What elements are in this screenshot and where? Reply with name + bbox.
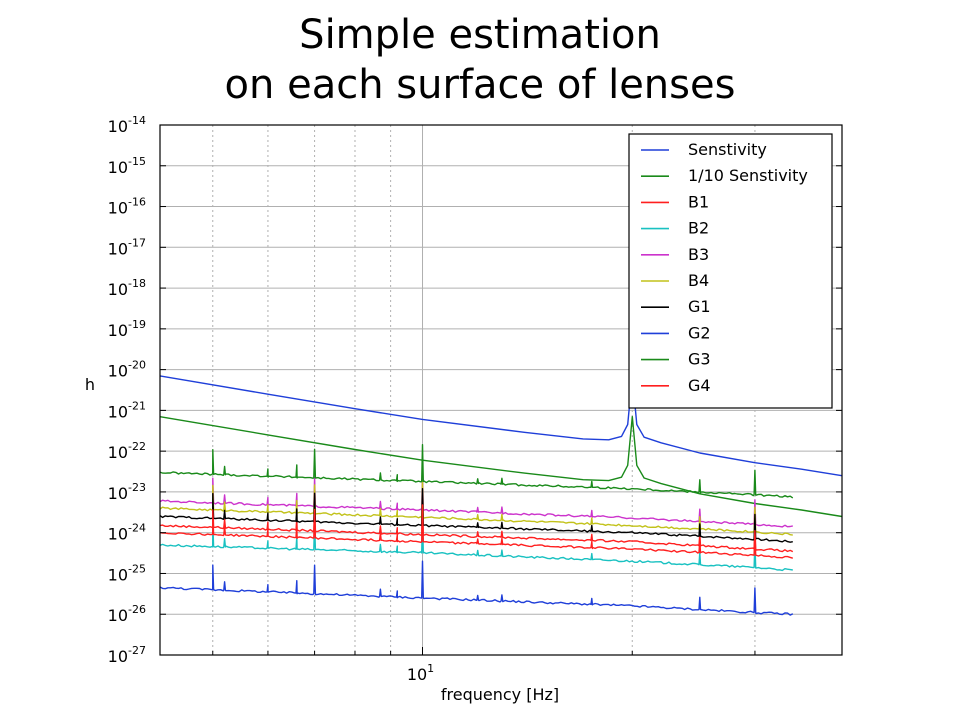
legend-label: B4 [688,271,709,290]
x-axis-label: frequency [Hz] [441,685,559,704]
legend-label: B3 [688,245,709,264]
series-line-b2 [159,515,793,572]
legend-label: G1 [688,297,711,316]
y-tick-label: 10-23 [108,481,146,503]
series-line-g1 [159,488,793,543]
series-line-senstivity [159,375,843,477]
legend-label: 1/10 Senstivity [688,166,808,185]
y-axis-label: h [85,375,95,394]
x-tick-label: 101 [407,662,434,684]
y-tick-label: 10-17 [108,236,146,258]
legend-label: G2 [688,323,711,342]
y-tick-label: 10-14 [108,114,146,136]
y-tick-label: 10-20 [108,359,146,381]
y-tick-label: 10-22 [108,440,146,462]
y-tick-label: 10-26 [108,603,146,625]
y-tick-label: 10-15 [108,155,146,177]
series-line-g4 [159,504,794,559]
legend-label: G4 [688,376,711,395]
series-line-b1 [159,497,794,553]
y-tick-label: 10-24 [108,522,146,544]
series-line-g3 [159,444,794,499]
series-line-1-10-senstivity [159,416,843,518]
legend-label: Senstivity [688,140,767,159]
plot-frame [159,124,843,656]
legend: Senstivity 1/10 Senstivity B1 B2 B3 B4 G1 G2 G3 G… [628,133,833,409]
legend-box [628,133,833,409]
y-axis: 10-14 10-15 10-16 10-17 10-18 10-19 10-20 10-21… [108,114,842,666]
slide-title: Simple estimation on each surface of len… [0,10,960,110]
series-line-b3 [159,472,793,528]
series-line-g2 [159,560,794,616]
slide-title-line1: Simple estimation [299,12,661,58]
y-tick-label: 10-27 [108,644,146,666]
legend-label: G3 [688,350,711,369]
grid [160,125,842,655]
legend-label: B2 [688,219,709,238]
slide-title-line2: on each surface of lenses [224,62,736,108]
y-tick-label: 10-18 [108,277,146,299]
series-layer [159,375,843,616]
legend-label: B1 [688,192,709,211]
y-tick-label: 10-16 [108,196,146,218]
y-tick-label: 10-19 [108,318,146,340]
series-line-b4 [159,479,793,536]
y-tick-label: 10-25 [108,562,146,584]
x-axis: 101 [212,647,756,684]
y-tick-label: 10-21 [108,399,146,421]
